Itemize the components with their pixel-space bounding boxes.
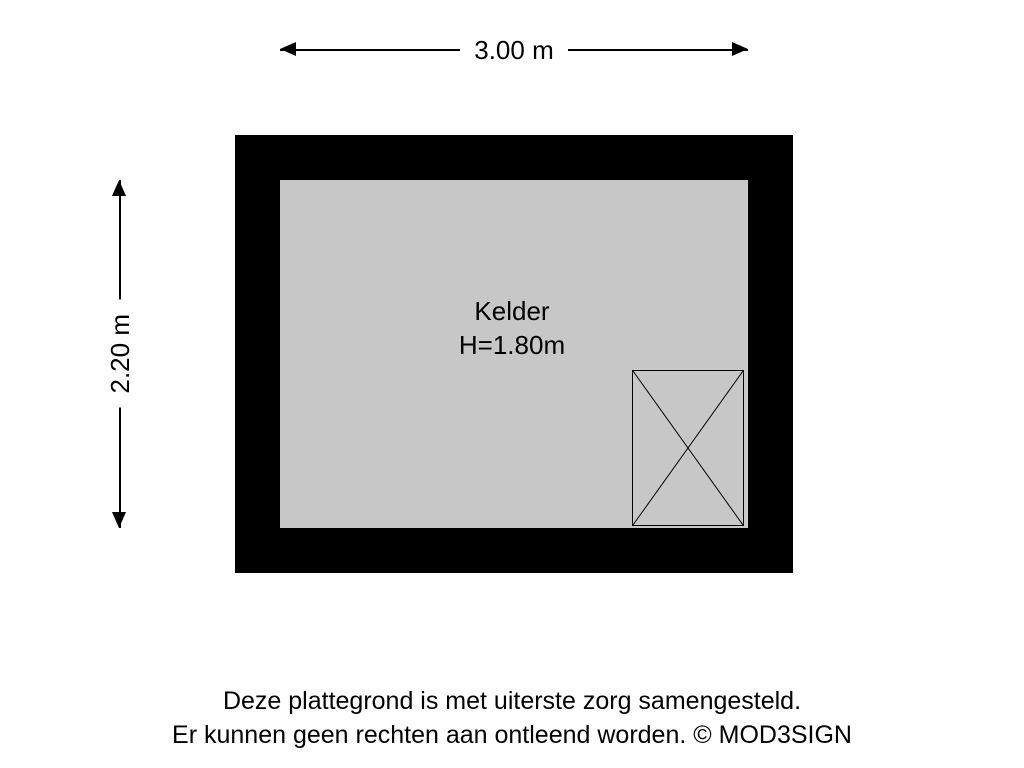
dimension-width-label: 3.00 m (460, 35, 568, 66)
room-label: Kelder H=1.80m (400, 295, 624, 363)
arrow-up-icon (112, 180, 126, 196)
room-height-text: H=1.80m (400, 329, 624, 363)
disclaimer-line2: Er kunnen geen rechten aan ontleend word… (172, 721, 852, 749)
arrow-right-icon (732, 42, 748, 56)
disclaimer-line1: Deze plattegrond is met uiterste zorg sa… (223, 687, 801, 715)
dimension-width: 3.00 m (280, 36, 748, 64)
disclaimer-text: Deze plattegrond is met uiterste zorg sa… (0, 685, 1024, 753)
shaft-cross-icon (633, 371, 743, 525)
shaft-box (632, 370, 744, 526)
arrow-down-icon (112, 512, 126, 528)
dimension-height-label: 2.20 m (105, 300, 136, 408)
dimension-height: 2.20 m (106, 180, 134, 528)
arrow-left-icon (280, 42, 296, 56)
room-name: Kelder (400, 295, 624, 329)
floorplan-canvas: 3.00 m 2.20 m Kelder H=1.80m Deze platte… (0, 0, 1024, 768)
